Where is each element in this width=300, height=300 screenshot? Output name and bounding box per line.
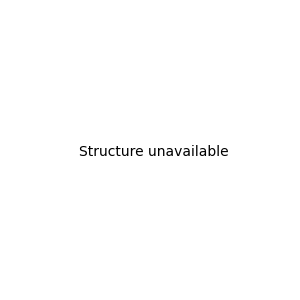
Text: Structure unavailable: Structure unavailable: [79, 145, 229, 158]
